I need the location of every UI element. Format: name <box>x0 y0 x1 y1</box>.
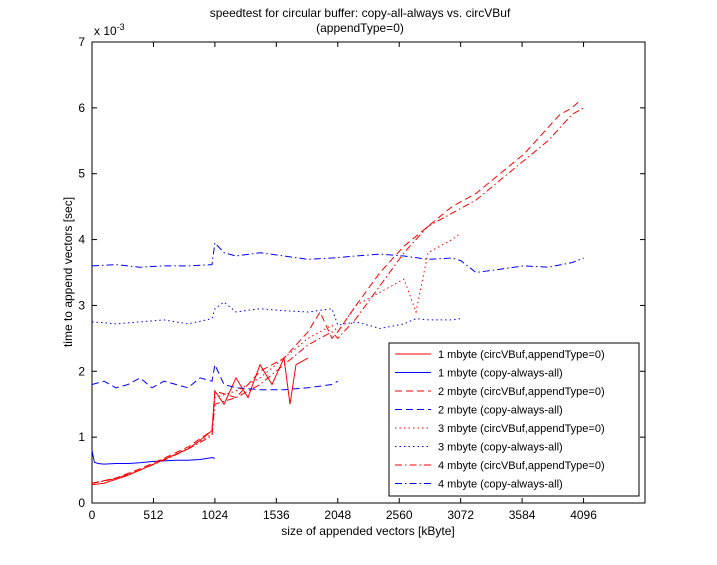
y-tick-label: 7 <box>78 35 85 49</box>
series-line-2 <box>92 450 216 465</box>
series-line-8 <box>92 241 584 274</box>
axis-layer: 0 512 1024 1536 2048 2560 3072 3584 4096 0 1 2 3 4 5 6 7 <box>78 35 645 522</box>
y-tick-label: 6 <box>78 101 85 115</box>
series-line-7 <box>92 107 584 484</box>
y-tick-label: 3 <box>78 298 85 312</box>
x-tick-label: 2048 <box>324 508 351 522</box>
series-layer <box>92 100 584 486</box>
x-tick-label: 1536 <box>263 508 290 522</box>
legend-entry-label: 2 mbyte (copy-always-all) <box>438 405 563 417</box>
series-line-4 <box>92 363 339 391</box>
x-tick-label: 1024 <box>202 508 229 522</box>
x-axis-label: size of appended vectors [kByte] <box>281 524 454 538</box>
legend-entry-label: 1 mbyte (circVBuf,appendType=0) <box>438 349 605 361</box>
chart-subtitle: (appendType=0) <box>316 21 404 35</box>
legend-entry-label: 1 mbyte (copy-always-all) <box>438 368 563 380</box>
y-tick-label: 5 <box>78 167 85 181</box>
y-multiplier-base: x 10 <box>94 24 117 38</box>
y-tick-label: 1 <box>78 430 85 444</box>
legend-entry-label: 4 mbyte (copy-always-all) <box>438 479 563 491</box>
y-multiplier: x 10-3 <box>94 22 125 38</box>
x-tick-label: 512 <box>143 508 163 522</box>
legend-entry-label: 2 mbyte (circVBuf,appendType=0) <box>438 386 605 398</box>
legend: 1 mbyte (circVBuf,appendType=0) 1 mbyte (… <box>388 342 640 497</box>
x-tick-label: 3584 <box>509 508 536 522</box>
legend-entry-label: 4 mbyte (circVBuf,appendType=0) <box>438 460 605 472</box>
x-tick-label: 3072 <box>447 508 474 522</box>
x-tick-label: 4096 <box>570 508 597 522</box>
y-tick-label: 4 <box>78 233 85 247</box>
y-axis-label: time to append vectors [sec] <box>61 197 75 347</box>
chart-title: speedtest for circular buffer: copy-all-… <box>210 6 511 20</box>
legend-entry-label: 3 mbyte (circVBuf,appendType=0) <box>438 423 605 435</box>
y-tick-label: 0 <box>78 496 85 510</box>
x-tick-label: 0 <box>89 508 96 522</box>
legend-box <box>388 342 640 497</box>
legend-entry-label: 3 mbyte (copy-always-all) <box>438 442 563 454</box>
x-tick-label: 2560 <box>386 508 413 522</box>
y-multiplier-exponent: -3 <box>117 22 125 32</box>
series-line-3 <box>92 100 580 484</box>
y-tick-label: 2 <box>78 364 85 378</box>
